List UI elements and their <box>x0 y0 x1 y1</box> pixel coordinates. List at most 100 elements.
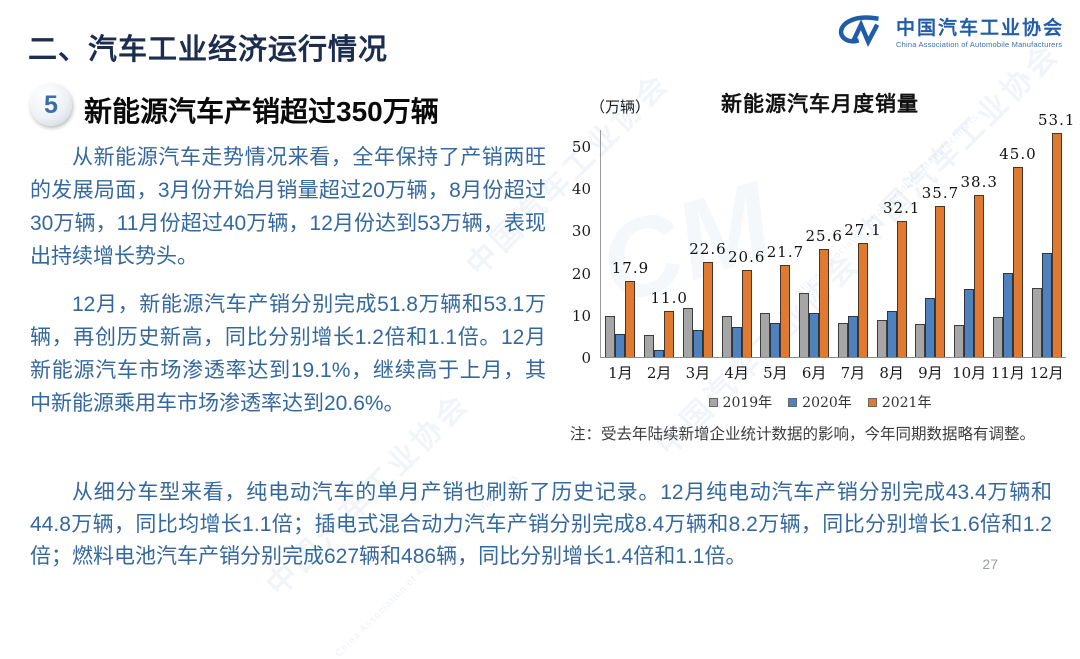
bar-2021年-8月 <box>896 221 907 357</box>
x-axis-label: 11月 <box>990 364 1025 382</box>
bar-group-1月: 17.9 1月 <box>601 130 648 382</box>
bar-2021年-11月 <box>1012 167 1023 357</box>
legend-label: 2021年 <box>881 395 932 411</box>
y-axis-tick-label: 50 <box>571 137 591 156</box>
chart-plot: 17.9 1月 11.0 2月 22.6 3月 20.6 4月 21.7 5月 25.6 6月 27.1… <box>600 111 1075 382</box>
paragraph-segments: 从细分车型来看，纯电动汽车的单月产销也刷新了历史记录。12月纯电动汽车产销分别完… <box>30 481 1052 568</box>
bar-group-2月: 11.0 2月 <box>640 130 687 382</box>
caam-logo: 中国汽车工业协会 China Association of Automobile… <box>834 12 1064 50</box>
bar-2020年-8月 <box>886 311 897 357</box>
paragraph-december: 12月，新能源汽车产销分别完成51.8万辆和53.1万辆，再创历史新高，同比分别… <box>30 293 546 415</box>
logo-name-en: China Association of Automobile Manufact… <box>895 40 1063 49</box>
x-axis-label: 3月 <box>685 364 711 382</box>
bar-2021年-6月 <box>819 248 830 357</box>
bar-value-label: 22.6 <box>689 239 727 258</box>
bar-group-12月: 53.1 12月 <box>1027 111 1075 382</box>
bar-value-label: 17.9 <box>611 259 650 278</box>
y-axis-tick-label: 30 <box>571 222 591 241</box>
bar-2020年-1月 <box>615 334 626 357</box>
bar-2019年-5月 <box>760 313 771 357</box>
legend-item-2019年: 2019年 <box>708 392 773 412</box>
bar-group-6月: 25.6 6月 <box>795 130 842 382</box>
bar-2019年-9月 <box>915 324 926 357</box>
bar-2020年-2月 <box>654 350 665 357</box>
bar-value-label: 53.1 <box>1037 110 1076 129</box>
bar-group-11月: 45.0 11月 <box>989 130 1036 382</box>
bar-2021年-12月 <box>1051 132 1062 357</box>
bar-2021年-1月 <box>625 281 636 357</box>
x-axis-label: 5月 <box>763 364 788 382</box>
x-axis-label: 9月 <box>918 364 943 382</box>
page-number: 27 <box>982 556 998 572</box>
caam-logo-icon <box>838 15 880 48</box>
x-axis-label: 12月 <box>1029 364 1064 382</box>
bar-value-label: 11.0 <box>650 288 688 307</box>
bar-2019年-4月 <box>721 315 732 357</box>
bar-2020年-5月 <box>770 322 781 357</box>
bar-2020年-6月 <box>809 313 820 357</box>
bar-2019年-7月 <box>837 323 848 357</box>
bar-value-label: 20.6 <box>727 248 766 267</box>
y-axis-tick-label: 10 <box>571 306 591 325</box>
bar-2019年-12月 <box>1031 288 1042 357</box>
legend-swatch <box>788 397 798 407</box>
bar-value-label: 35.7 <box>921 184 960 203</box>
bar-2019年-2月 <box>644 334 655 357</box>
bar-value-label: 32.1 <box>882 199 921 218</box>
bar-2021年-2月 <box>664 310 675 357</box>
bar-2020年-4月 <box>731 326 742 357</box>
bar-2019年-3月 <box>682 308 693 357</box>
section-number-badge: 5 <box>30 84 72 126</box>
bar-group-5月: 21.7 5月 <box>756 130 803 382</box>
bar-value-label: 45.0 <box>999 145 1037 163</box>
y-axis-tick-label: 20 <box>571 264 591 283</box>
chart-legend: 2019年 2020年 2021年 <box>568 392 1072 412</box>
x-axis-label: 10月 <box>952 364 987 382</box>
legend-item-2021年: 2021年 <box>867 392 932 412</box>
legend-swatch <box>708 397 718 407</box>
legend-label: 2020年 <box>802 395 852 411</box>
bar-group-3月: 22.6 3月 <box>679 130 726 382</box>
bar-2020年-9月 <box>925 298 936 357</box>
y-axis-tick-label: 40 <box>571 180 591 199</box>
x-axis-label: 1月 <box>608 364 633 382</box>
bar-2021年-5月 <box>780 265 791 357</box>
nev-monthly-sales-chart: （万辆） 新能源汽车月度销量 0 10 20 30 40 50 17.9 1月 11.0 2月 2… <box>568 86 1075 462</box>
legend-item-2020年: 2020年 <box>788 392 852 412</box>
x-axis-label: 4月 <box>724 364 749 382</box>
bar-value-label: 25.6 <box>805 226 843 245</box>
chart-note: 注：受去年陆续新增企业统计数据的影响，今年同期数据略有调整。 <box>570 426 1036 443</box>
bar-value-label: 27.1 <box>844 220 882 239</box>
bar-2020年-10月 <box>964 289 975 357</box>
bar-2019年-10月 <box>954 325 965 357</box>
bar-group-8月: 32.1 8月 <box>872 130 919 382</box>
y-axis-labels: 0 10 20 30 40 50 <box>568 130 596 367</box>
section-heading: 新能源汽车产销超过350万辆 <box>84 96 439 127</box>
x-axis-label: 8月 <box>879 364 904 382</box>
y-axis-tick-label: 0 <box>581 349 591 367</box>
bar-2021年-3月 <box>702 261 713 357</box>
bar-2020年-12月 <box>1041 253 1052 357</box>
bar-2021年-4月 <box>741 270 752 357</box>
x-axis-label: 7月 <box>840 364 866 382</box>
bar-2019年-6月 <box>799 292 810 357</box>
bar-2019年-1月 <box>605 316 616 357</box>
chart-title: 新能源汽车月度销量 <box>721 91 919 116</box>
bar-value-label: 21.7 <box>766 243 805 262</box>
bar-2020年-3月 <box>692 330 703 357</box>
bar-2021年-10月 <box>974 195 985 357</box>
legend-label: 2019年 <box>722 395 773 411</box>
bar-2021年-9月 <box>935 206 946 357</box>
bar-group-7月: 27.1 7月 <box>834 130 881 382</box>
logo-name-cn: 中国汽车工业协会 <box>895 18 1064 39</box>
chart-unit-label: （万辆） <box>590 98 651 116</box>
bar-2019年-11月 <box>992 317 1003 357</box>
bar-2020年-11月 <box>1002 272 1013 357</box>
bar-group-10月: 38.3 10月 <box>950 130 997 382</box>
bar-2021年-7月 <box>857 242 868 357</box>
bar-group-9月: 35.7 9月 <box>911 130 958 382</box>
legend-swatch <box>867 397 877 407</box>
bar-2019年-8月 <box>876 320 887 357</box>
bar-group-4月: 20.6 4月 <box>717 130 764 382</box>
x-axis-label: 6月 <box>801 364 827 382</box>
